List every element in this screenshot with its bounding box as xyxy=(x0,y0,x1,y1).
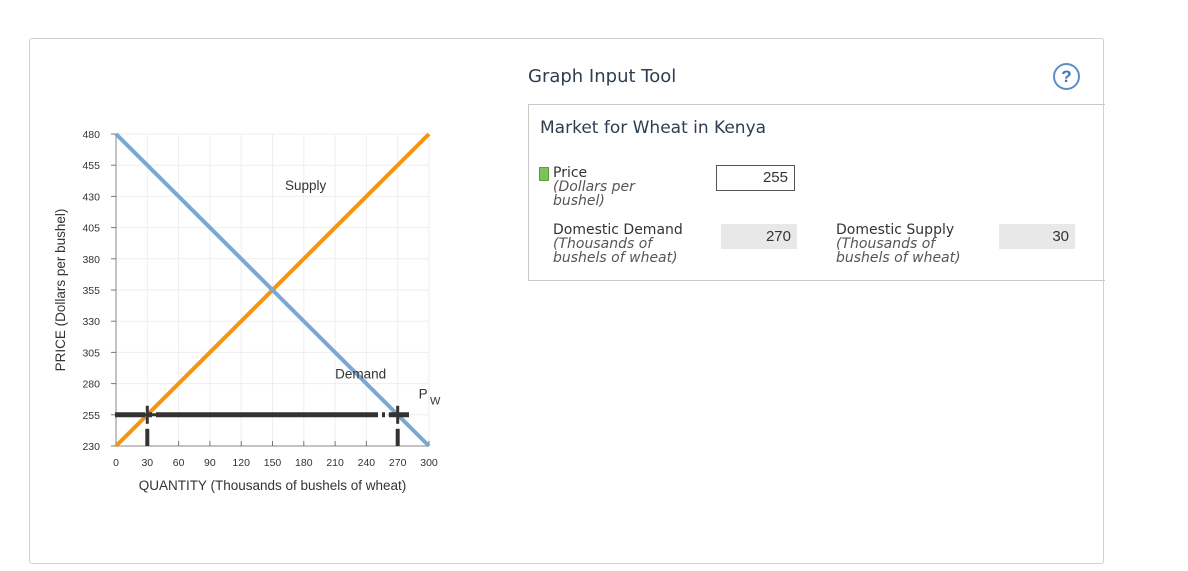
x-tick-label: 0 xyxy=(113,457,119,469)
x-tick-label: 270 xyxy=(389,457,407,469)
price-label-unit-2: bushel) xyxy=(553,193,605,209)
x-axis-title: QUANTITY (Thousands of bushels of wheat) xyxy=(139,478,407,493)
y-tick-label: 380 xyxy=(82,254,100,266)
x-tick-label: 300 xyxy=(420,457,438,469)
market-chart: 230 255 280 305 330 355 380 405 430 455 480 0 30 60 90… xyxy=(53,129,441,493)
price-swatch-icon xyxy=(539,167,549,181)
y-tick-label: 305 xyxy=(82,347,100,359)
demand-label: Demand xyxy=(335,367,386,382)
x-tick-label: 90 xyxy=(204,457,216,469)
graph-panel xyxy=(29,38,1104,564)
domestic-supply-label-unit-2: bushels of wheat) xyxy=(836,250,961,266)
x-tick-label: 30 xyxy=(141,457,153,469)
domestic-demand-value: 270 xyxy=(721,224,797,249)
domestic-supply-label-main: Domestic Supply xyxy=(836,222,955,238)
price-label-unit-1: (Dollars per xyxy=(553,179,635,195)
domestic-demand-label-main: Domestic Demand xyxy=(553,222,683,238)
domestic-demand-label-unit-1: (Thousands of xyxy=(553,236,653,252)
y-axis-title: PRICE (Dollars per bushel) xyxy=(53,209,68,372)
domestic-demand-label-unit-2: bushels of wheat) xyxy=(553,250,678,266)
y-tick-label: 405 xyxy=(82,223,100,235)
market-heading: Market for Wheat in Kenya xyxy=(540,118,767,138)
x-tick-label: 240 xyxy=(358,457,376,469)
tool-title: Graph Input Tool xyxy=(528,66,677,87)
price-input[interactable]: 255 xyxy=(716,165,795,191)
world-price-label-subscript: W xyxy=(430,396,441,408)
price-label: Price (Dollars per bushel) xyxy=(553,166,635,208)
x-tick-label: 60 xyxy=(173,457,185,469)
y-tick-label: 330 xyxy=(82,316,100,328)
x-tick-label: 180 xyxy=(295,457,313,469)
demand-curve xyxy=(114,132,431,448)
supply-label: Supply xyxy=(285,178,327,193)
y-tick-label: 230 xyxy=(82,441,100,453)
domestic-supply-value: 30 xyxy=(999,224,1075,249)
y-tick-label: 455 xyxy=(82,160,100,172)
y-tick-label: 255 xyxy=(82,410,100,422)
y-tick-label: 430 xyxy=(82,191,100,203)
graph-input-tool: Market for Wheat in Kenya Price (Dollars… xyxy=(528,104,1105,281)
x-tick-label: 210 xyxy=(326,457,344,469)
y-tick-label: 480 xyxy=(82,129,100,141)
x-tick-label: 150 xyxy=(264,457,282,469)
y-tick-label: 355 xyxy=(82,285,100,297)
domestic-supply-label: Domestic Supply (Thousands of bushels of… xyxy=(836,223,961,265)
world-price-label: P xyxy=(419,387,428,402)
price-label-main: Price xyxy=(553,165,588,181)
help-icon[interactable]: ? xyxy=(1053,63,1080,90)
domestic-demand-label: Domestic Demand (Thousands of bushels of… xyxy=(553,223,683,265)
domestic-supply-label-unit-1: (Thousands of xyxy=(836,236,936,252)
y-tick-label: 280 xyxy=(82,379,100,391)
x-tick-label: 120 xyxy=(232,457,250,469)
